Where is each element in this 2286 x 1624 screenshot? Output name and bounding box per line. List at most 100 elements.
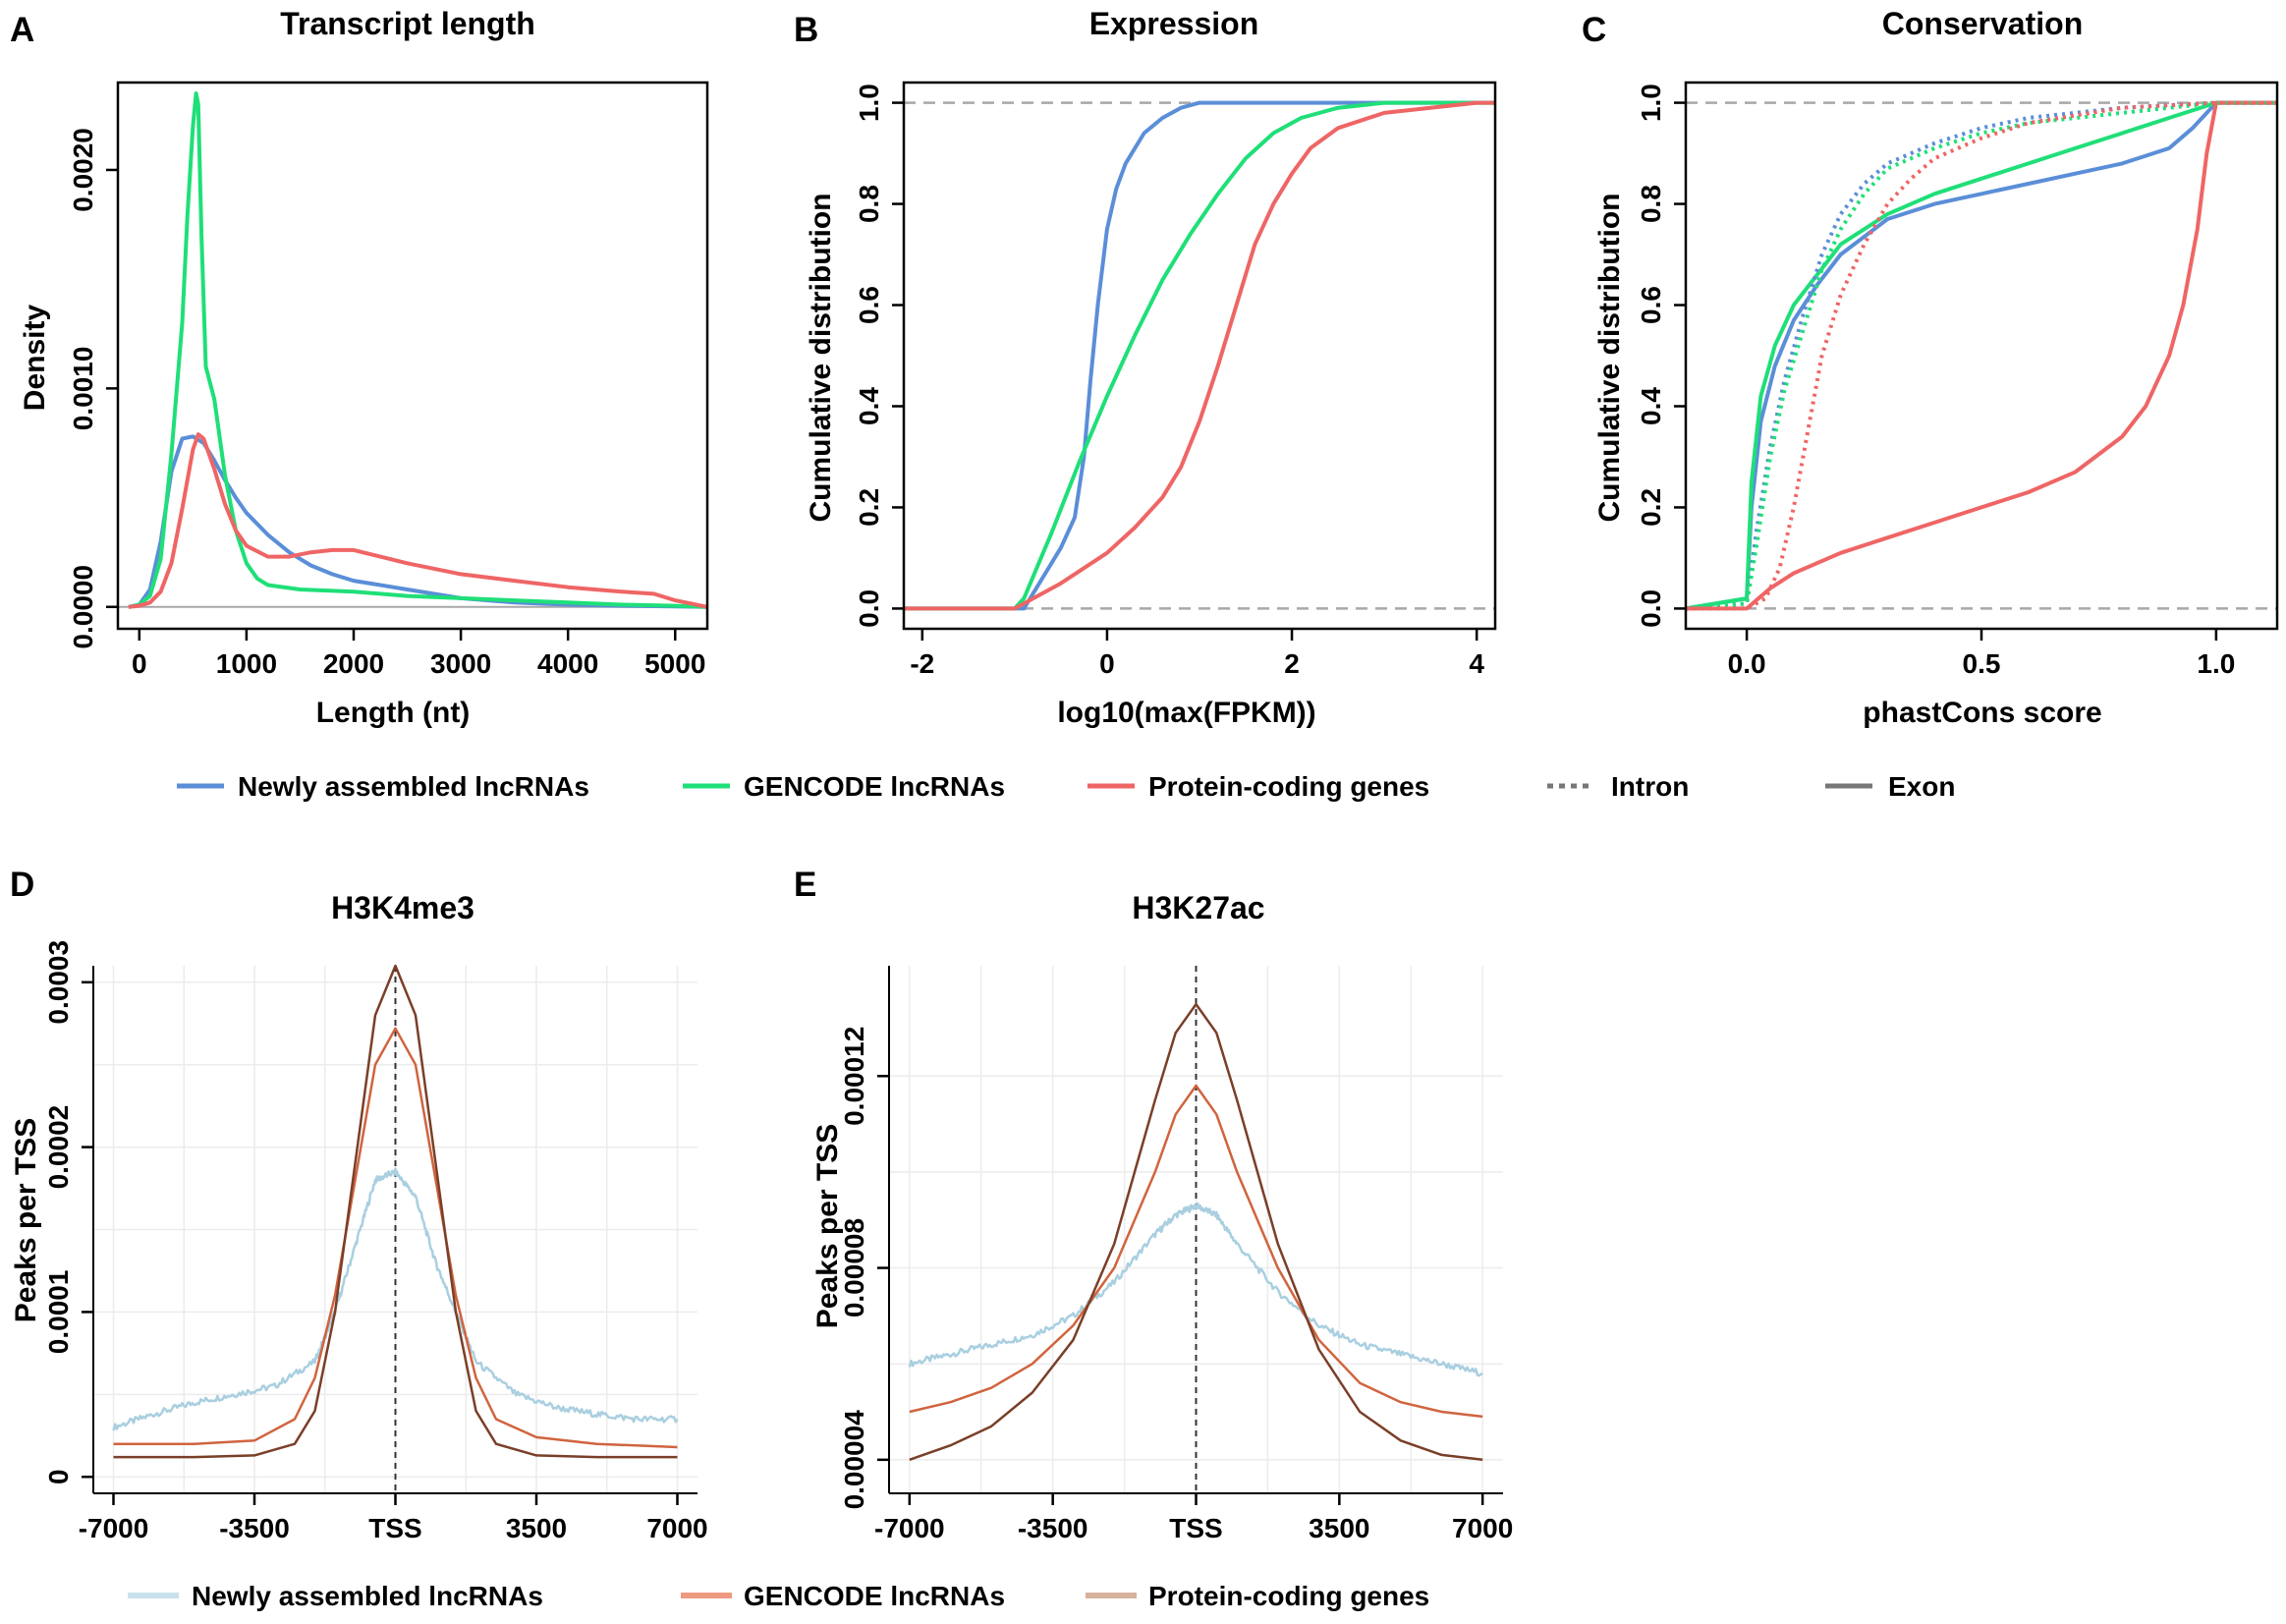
x-tick-label: 2000 <box>323 648 384 679</box>
legend-label: Newly assembled lncRNAs <box>238 771 589 802</box>
panel-letter-a: A <box>10 11 34 49</box>
legend-top: Newly assembled lncRNAs GENCODE lncRNAs … <box>177 771 1955 802</box>
x-tick-label: TSS <box>368 1513 421 1543</box>
panel-d: D H3K4me3 -7000 -3500 TSS 3500 7000 0 0.0001 0.… <box>10 866 708 1543</box>
series-line-gencode-lncrnas <box>904 100 1495 611</box>
plot-frame <box>1684 81 2279 631</box>
y-tick-label: 0.0 <box>854 589 884 628</box>
panel-c-title: Conservation <box>1882 6 2083 41</box>
legend-top-item-newly: Newly assembled lncRNAs <box>177 771 589 802</box>
y-tick-label: 0.00012 <box>839 1027 869 1126</box>
series-line-newly-assembled-lncrnas <box>904 100 1495 611</box>
x-tick-label: -3500 <box>219 1513 290 1543</box>
legend-bottom: Newly assembled lncRNAs GENCODE lncRNAs … <box>128 1581 1429 1611</box>
y-tick-label: 0.00008 <box>839 1218 869 1317</box>
y-tick-label: 1.0 <box>854 84 884 122</box>
series-line-protein-coding-genes-intron <box>1686 100 2277 611</box>
y-tick-label: 0.0003 <box>43 940 74 1025</box>
x-tick-label: 3000 <box>430 648 491 679</box>
series-line-gencode-lncrnas <box>909 1084 1483 1419</box>
legend-bottom-item-newly: Newly assembled lncRNAs <box>128 1581 543 1611</box>
legend-label: Intron <box>1611 771 1689 802</box>
y-tick-label: 0.6 <box>854 286 884 324</box>
panel-letter-d: D <box>10 866 34 904</box>
x-tick-label: 4000 <box>537 648 598 679</box>
x-tick-label: 0 <box>132 648 147 679</box>
x-tick-label: 0 <box>1099 648 1115 679</box>
panel-letter-b: B <box>794 11 818 49</box>
y-tick-label: 0.2 <box>1636 488 1666 527</box>
x-tick-label: 7000 <box>646 1513 707 1543</box>
panel-letter-e: E <box>794 866 816 904</box>
series-line-newly-assembled-lncrnas <box>128 434 708 609</box>
x-tick-label: 0.0 <box>1728 648 1766 679</box>
panel-b-xlabel: log10(max(FPKM)) <box>1057 697 1315 729</box>
x-tick-label: -3500 <box>1018 1513 1088 1543</box>
panel-c-xlabel: phastCons score <box>1863 697 2101 729</box>
series-line-protein-coding-genes <box>904 100 1495 611</box>
y-tick-label: 0.0002 <box>43 1105 74 1190</box>
legend-top-item-intron: Intron <box>1547 771 1689 802</box>
plot-frame <box>902 81 1497 631</box>
series-line-gencode-lncrnas <box>113 1027 678 1449</box>
series-line-newly-assembled-lncrnas-exon <box>1685 100 2277 611</box>
x-tick-label: 3500 <box>1309 1513 1369 1543</box>
y-tick-label: 0.6 <box>1636 286 1666 324</box>
legend-label: GENCODE lncRNAs <box>744 1581 1005 1611</box>
y-tick-label: 0.00004 <box>839 1410 869 1510</box>
series-line-protein-coding-genes <box>909 1002 1483 1462</box>
legend-top-item-gencode: GENCODE lncRNAs <box>683 771 1005 802</box>
legend-label: Protein-coding genes <box>1148 1581 1429 1611</box>
y-tick-label: 0.8 <box>854 185 884 223</box>
series-line-protein-coding-genes-exon <box>1686 100 2277 611</box>
panel-a-title: Transcript length <box>280 6 535 41</box>
y-tick-label: 0.4 <box>1636 387 1666 425</box>
panel-b-title: Expression <box>1089 6 1259 41</box>
legend-label: Protein-coding genes <box>1148 771 1429 802</box>
x-tick-label: -2 <box>910 648 934 679</box>
panel-a: A Transcript length 0 1000 2000 3000 4000 500… <box>10 6 709 729</box>
x-tick-label: 0.5 <box>1963 648 2001 679</box>
x-tick-label: -7000 <box>874 1513 945 1543</box>
legend-label: GENCODE lncRNAs <box>744 771 1005 802</box>
panel-d-title: H3K4me3 <box>331 890 474 925</box>
x-tick-label: 3500 <box>506 1513 567 1543</box>
x-tick-label: 7000 <box>1452 1513 1513 1543</box>
y-tick-label: 1.0 <box>1636 84 1666 122</box>
x-tick-label: TSS <box>1169 1513 1222 1543</box>
y-tick-label: 0.0 <box>1636 589 1666 628</box>
y-tick-label: 0.4 <box>854 387 884 425</box>
panel-e: E H3K27ac -7000 -3500 TSS 3500 7000 0.00004 0.… <box>794 866 1513 1543</box>
y-tick-label: 0.0010 <box>68 347 98 431</box>
legend-top-item-protein: Protein-coding genes <box>1087 771 1429 802</box>
series-line-protein-coding-genes <box>113 964 678 1459</box>
legend-label: Newly assembled lncRNAs <box>192 1581 543 1611</box>
legend-bottom-item-gencode: GENCODE lncRNAs <box>681 1581 1005 1611</box>
y-tick-label: 0 <box>43 1469 74 1484</box>
x-tick-label: 1.0 <box>2197 648 2235 679</box>
panel-d-ylabel: Peaks per TSS <box>10 1118 42 1322</box>
y-tick-label: 0.0001 <box>43 1270 74 1355</box>
series-line-gencode-lncrnas <box>128 91 708 609</box>
y-tick-label: 0.2 <box>854 488 884 527</box>
series-line-gencode-lncrnas-exon <box>1685 100 2277 611</box>
panel-a-ylabel: Density <box>19 305 51 412</box>
x-tick-label: 1000 <box>216 648 277 679</box>
series-line-newly-assembled-lncrnas <box>112 1167 679 1431</box>
plot-frame <box>116 81 709 631</box>
legend-top-item-exon: Exon <box>1825 771 1955 802</box>
y-tick-label: 0.0020 <box>68 128 98 212</box>
y-tick-label: 0.8 <box>1636 185 1666 223</box>
x-tick-label: -7000 <box>79 1513 149 1543</box>
panel-a-xlabel: Length (nt) <box>316 697 471 729</box>
x-tick-label: 5000 <box>644 648 705 679</box>
panel-b: B Expression -2 0 2 4 0.0 0.2 0.4 0.6 0.8 1.0 log… <box>794 6 1497 729</box>
panel-c: C Conservation 0.0 0.5 1.0 0.0 0.2 0.4 0.6 0.8 1… <box>1582 6 2279 729</box>
panel-b-ylabel: Cumulative distribution <box>805 193 837 522</box>
x-tick-label: 4 <box>1469 648 1484 679</box>
series-line-newly-assembled-lncrnas <box>908 1202 1483 1377</box>
panel-e-title: H3K27ac <box>1132 890 1264 925</box>
legend-label: Exon <box>1888 771 1955 802</box>
series-line-protein-coding-genes <box>128 432 708 609</box>
